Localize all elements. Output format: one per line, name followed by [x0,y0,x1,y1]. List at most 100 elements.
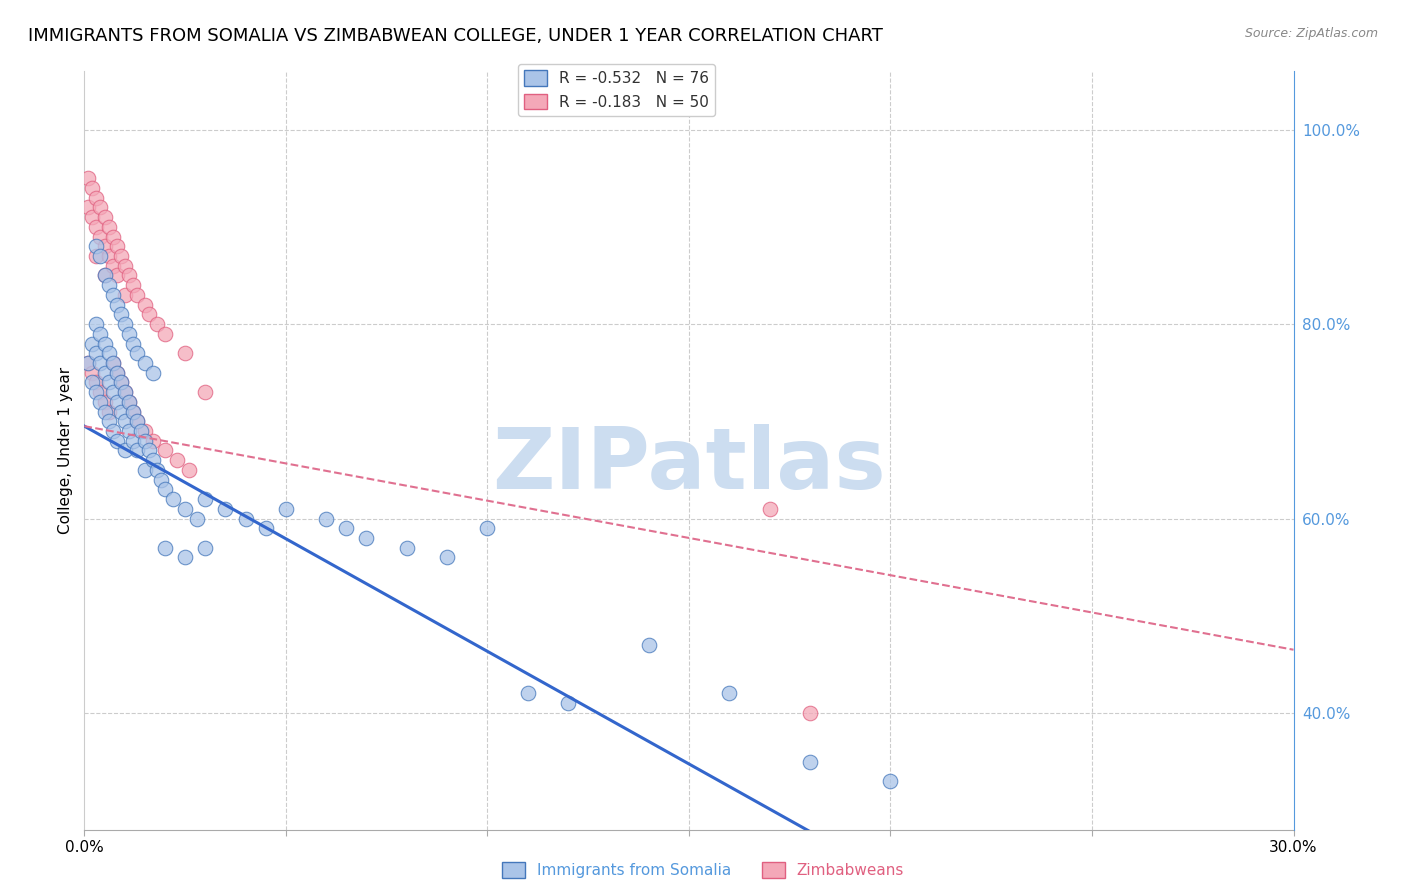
Point [166,453,188,467]
Point [110,376,132,390]
Point [101,229,124,244]
Point [637,638,659,652]
Point [118,395,141,409]
Point [89,229,111,244]
Point [86,249,108,263]
Point [114,414,136,428]
Point [235,511,257,525]
Point [86,346,108,360]
Text: ZIPatlas: ZIPatlas [492,424,886,508]
Text: IMMIGRANTS FROM SOMALIA VS ZIMBABWEAN COLLEGE, UNDER 1 YEAR CORRELATION CHART: IMMIGRANTS FROM SOMALIA VS ZIMBABWEAN CO… [28,27,883,45]
Point [395,541,418,555]
Point [82,210,104,224]
Point [101,356,124,370]
Point [77,356,100,370]
Point [153,483,176,497]
Point [86,317,108,331]
Point [718,686,741,700]
Legend: R = -0.532   N = 76, R = -0.183   N = 50: R = -0.532 N = 76, R = -0.183 N = 50 [517,64,716,116]
Point [138,443,160,458]
Point [105,268,128,283]
Point [118,424,141,438]
Point [97,219,120,234]
Point [118,395,141,409]
Point [142,434,165,448]
Point [134,434,156,448]
Point [77,201,100,215]
Point [356,531,378,545]
Point [82,376,104,390]
Point [121,434,143,448]
Point [110,307,132,321]
Point [82,336,104,351]
Point [557,696,579,710]
Point [105,298,128,312]
Point [114,385,136,400]
Point [254,521,277,535]
Point [179,463,201,477]
Point [114,259,136,273]
Point [97,404,120,418]
Point [174,550,197,565]
Point [101,288,124,302]
Point [86,239,108,253]
Point [274,501,297,516]
Point [101,356,124,370]
Legend: Immigrants from Somalia, Zimbabweans: Immigrants from Somalia, Zimbabweans [496,856,910,884]
Point [121,404,143,418]
Point [89,395,111,409]
Point [129,424,152,438]
Point [82,366,104,380]
Point [93,395,115,409]
Point [121,336,143,351]
Point [125,346,148,360]
Point [93,268,115,283]
Point [121,278,143,293]
Point [436,550,458,565]
Point [153,443,176,458]
Point [89,356,111,370]
Point [86,376,108,390]
Point [114,317,136,331]
Point [477,521,499,535]
Point [134,356,156,370]
Point [110,249,132,263]
Point [146,463,169,477]
Point [153,541,176,555]
Point [114,385,136,400]
Point [105,239,128,253]
Point [93,404,115,418]
Point [335,521,357,535]
Point [93,336,115,351]
Point [146,317,169,331]
Point [138,307,160,321]
Point [186,511,208,525]
Point [110,404,132,418]
Point [93,239,115,253]
Point [105,366,128,380]
Point [758,501,780,516]
Point [110,376,132,390]
Point [125,288,148,302]
Point [121,404,143,418]
Point [125,443,148,458]
Point [97,249,120,263]
Point [86,219,108,234]
Point [93,366,115,380]
Point [174,346,197,360]
Point [142,453,165,467]
Point [194,491,217,506]
Point [799,755,821,769]
Y-axis label: College, Under 1 year: College, Under 1 year [58,367,73,534]
Point [134,424,156,438]
Point [77,171,100,186]
Point [194,541,217,555]
Point [105,366,128,380]
Point [89,201,111,215]
Point [125,414,148,428]
Point [89,249,111,263]
Point [134,463,156,477]
Point [516,686,538,700]
Text: Source: ZipAtlas.com: Source: ZipAtlas.com [1244,27,1378,40]
Point [125,414,148,428]
